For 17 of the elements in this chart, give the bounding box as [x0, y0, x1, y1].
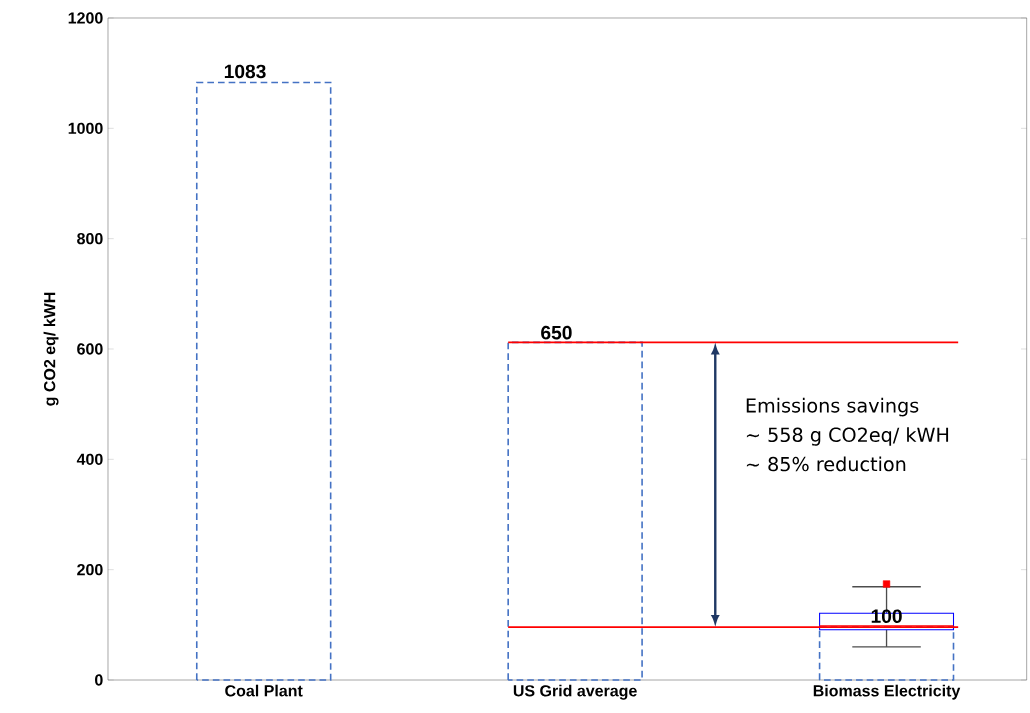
y-tick-label: 1000	[68, 122, 103, 134]
x-tick-label: US Grid average	[513, 684, 637, 700]
y-tick-label: 400	[76, 453, 103, 465]
x-tick-label: Biomass Electricity	[813, 684, 961, 700]
y-tick-label: 600	[77, 343, 103, 355]
annotation: Emissions savings	[746, 397, 919, 417]
y-tick-label: 1200	[68, 12, 103, 24]
y-tick-label: 200	[77, 564, 103, 576]
annotation: ~ 558 g CO2eq/ kWH	[746, 427, 949, 446]
annotation: 650	[541, 325, 572, 340]
y-tick-label: 0	[95, 674, 103, 686]
x-tick-label: Coal Plant	[225, 684, 303, 697]
y-axis-title: g CO2 eq/ kWH	[43, 292, 59, 406]
bar	[195, 81, 332, 681]
data-label: 1083	[224, 64, 266, 79]
y-tick-label: 800	[77, 233, 103, 245]
annotation: ~ 85% reduction	[746, 456, 906, 472]
